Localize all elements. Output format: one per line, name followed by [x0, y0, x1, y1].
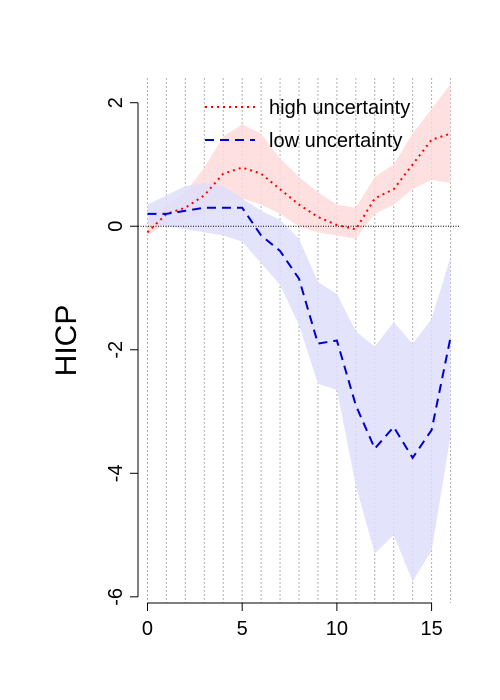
- y-tick-label: 2: [105, 97, 127, 108]
- x-tick-label: 5: [237, 618, 248, 640]
- confidence-bands: [147, 84, 451, 582]
- line-low-uncertainty: [147, 206, 452, 460]
- x-tick-label: 10: [326, 618, 348, 640]
- axes: -6 -4 -2 0 2 0 5 10 15: [105, 97, 443, 640]
- line-high-uncertainty: [146, 132, 451, 234]
- x-tick-label: 0: [142, 618, 153, 640]
- legend-label-0: high uncertainty: [269, 97, 410, 119]
- series-lines: [146, 132, 452, 460]
- legend: high uncertainty low uncertainty: [205, 97, 410, 152]
- y-axis-label: HICP: [50, 305, 83, 377]
- y-tick-label: -4: [105, 464, 127, 482]
- legend-label-1: low uncertainty: [269, 130, 402, 152]
- y-tick-label: 0: [105, 221, 127, 232]
- y-tick-label: -6: [105, 588, 127, 606]
- x-tick-label: 15: [420, 618, 442, 640]
- band-low-uncertainty: [147, 183, 451, 582]
- y-tick-label: -2: [105, 341, 127, 359]
